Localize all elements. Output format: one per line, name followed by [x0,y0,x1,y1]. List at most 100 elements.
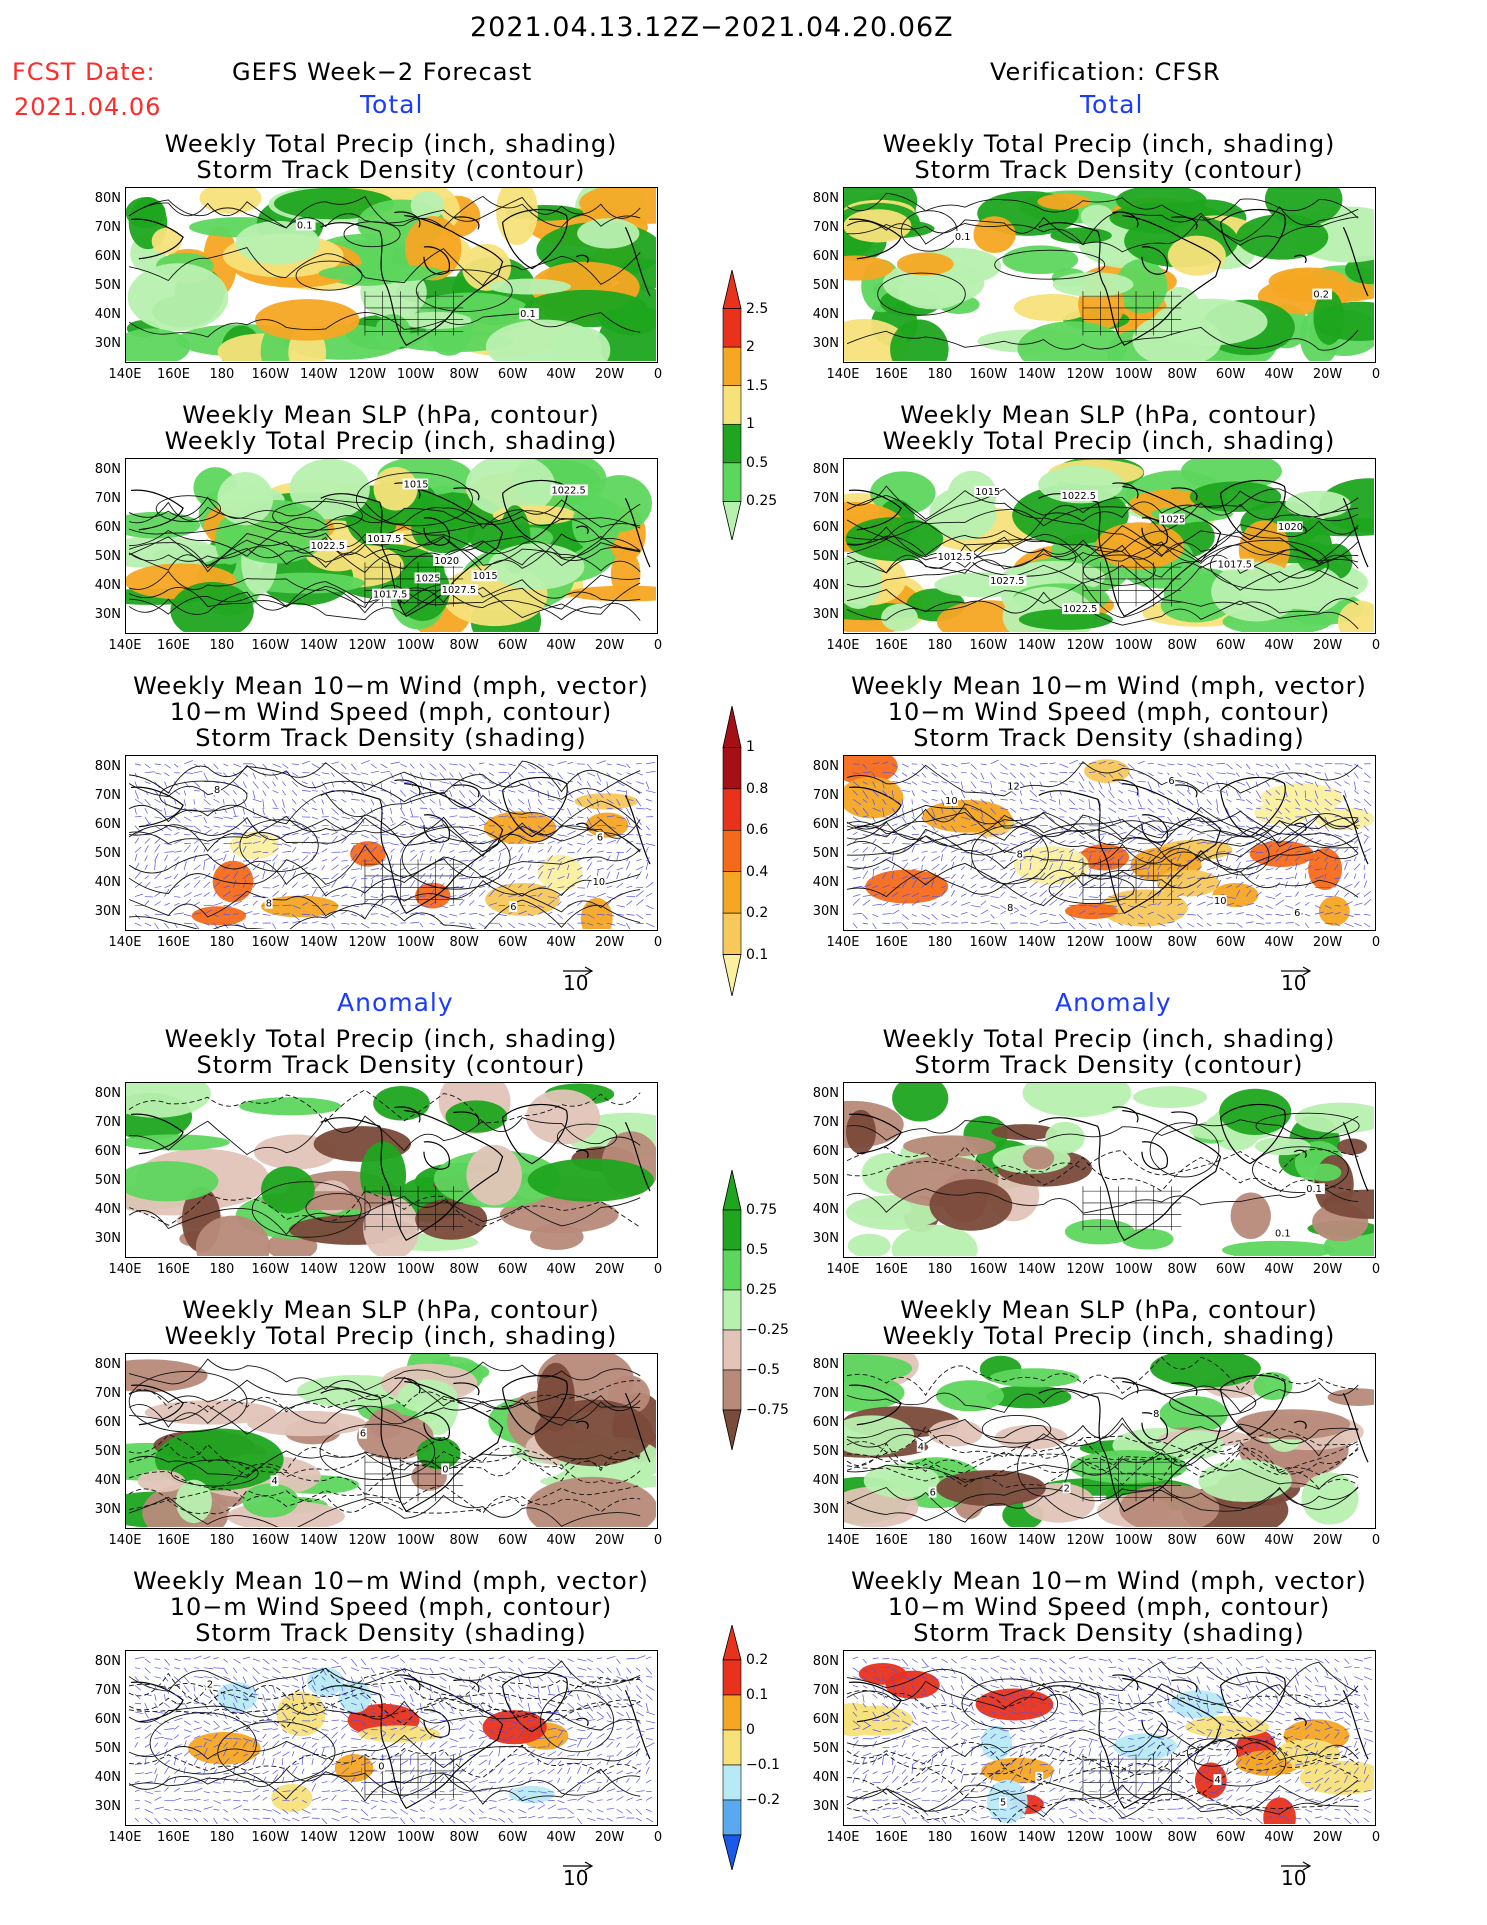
lon-tick-label: 180 [209,367,235,382]
lon-tick-label: 40W [546,367,576,382]
precip-total-colorbar [722,269,742,544]
contour-label: 12 [1007,781,1020,792]
lon-tick-label: 80W [449,1262,479,1277]
contour-label: 1027.5 [990,576,1024,587]
contour-label: 8 [1017,850,1023,861]
lon-tick-label: 0 [1371,1533,1381,1548]
lon-tick-label: 140E [826,935,860,950]
lon-tick-label: 140E [108,1533,142,1548]
lat-tick-label: 30N [812,336,839,351]
panel-title-line: Weekly Total Precip (inch, shading) [164,427,618,455]
storm-anom-colorbar [722,1624,742,1874]
lon-tick-label: 140W [1017,935,1056,950]
lon-tick-label: 160W [969,935,1008,950]
contour-label: 1027.5 [442,585,476,596]
lon-tick-label: 120W [348,367,387,382]
panel-title-line: Storm Track Density (contour) [196,156,586,184]
panel-title-line: Weekly Mean SLP (hPa, contour) [900,1296,1318,1324]
panel-title-line: Weekly Mean SLP (hPa, contour) [900,401,1318,429]
reference-vector-label: 10 [563,1866,589,1890]
contour-label: 2 [1064,1483,1070,1494]
lon-tick-label: 60W [1215,1262,1246,1277]
lat-tick-label: 70N [812,491,839,506]
lat-tick-label: 30N [94,607,121,622]
lon-tick-label: 20W [594,935,625,950]
contour-label: 8 [214,785,220,796]
panel-title-line: Storm Track Density (contour) [914,1051,1304,1079]
lat-tick-label: 50N [94,1741,121,1756]
lon-tick-label: 140E [826,1533,860,1548]
lon-tick-label: 140W [1017,638,1056,653]
fcst-date-label: FCST Date: [12,58,156,86]
lat-tick-label: 70N [94,220,121,235]
lon-tick-label: 80W [449,1830,479,1845]
precip-anom-colorbar [722,1169,742,1454]
lon-tick-label: 40W [1264,1830,1294,1845]
lat-tick-label: 30N [812,1502,839,1517]
panel-title-line: Storm Track Density (contour) [914,156,1304,184]
lat-tick-label: 60N [812,1712,839,1727]
lat-tick-label: 80N [812,1654,839,1669]
colorbar-tick-label: 0.6 [746,822,769,839]
lat-tick-label: 80N [94,191,121,206]
lon-tick-label: 80W [449,367,479,382]
lat-tick-label: 70N [812,1386,839,1401]
lon-tick-label: 100W [396,367,435,382]
lat-tick-label: 30N [94,1231,121,1246]
lon-tick-label: 140W [299,935,338,950]
lon-tick-label: 160E [874,367,908,382]
lon-tick-label: 140W [1017,1830,1056,1845]
contour-label: 1015 [473,571,498,582]
contour-label: 0.1 [297,220,313,231]
contour-label: 6 [930,1488,936,1499]
lat-tick-label: 40N [94,1473,121,1488]
forecast-wind-total-map: 6 8 10 6 8 [125,755,658,931]
lat-tick-label: 50N [94,549,121,564]
lat-tick-label: 80N [94,759,121,774]
lon-tick-label: 160E [874,1830,908,1845]
panel-title-line: Weekly Mean SLP (hPa, contour) [182,1296,600,1324]
lon-tick-label: 120W [348,935,387,950]
lon-tick-label: 0 [653,1830,663,1845]
contour-label: 8 [266,899,272,910]
colorbar-tick-label: 0.75 [746,1202,778,1218]
lon-tick-label: 160E [156,1533,190,1548]
colorbar-tick-label: 0.5 [746,1242,769,1258]
lon-tick-label: 60W [497,638,528,653]
panel-title-line: Storm Track Density (shading) [195,724,587,752]
lon-tick-label: 120W [1066,367,1105,382]
lat-tick-label: 30N [94,904,121,919]
lon-tick-label: 0 [653,1533,663,1548]
contour-label: 0 [442,1464,448,1475]
reference-vector-label: 10 [1281,1866,1307,1890]
forecast-slp-anomaly-map: 4 6 0 [125,1353,658,1529]
contour-label: 4 [918,1442,924,1453]
contour-label: 6 [510,902,516,913]
lon-tick-label: 120W [348,1830,387,1845]
lon-tick-label: 60W [1215,367,1246,382]
lat-tick-label: 70N [812,1115,839,1130]
lat-tick-label: 30N [812,1799,839,1814]
contour-label: 1022.5 [551,485,585,496]
colorbar-tick-label: 0.1 [746,946,769,963]
contour-label: 1022.5 [1063,604,1097,615]
date-range-title: 2021.04.13.12Z−2021.04.20.06Z [470,12,954,43]
colorbar-tick-label: 2 [746,339,755,356]
panel-title-line: Storm Track Density (shading) [913,1619,1305,1647]
lat-tick-label: 40N [94,875,121,890]
panel-title-line: Weekly Total Precip (inch, shading) [164,1322,618,1350]
lat-tick-label: 40N [812,1770,839,1785]
lon-tick-label: 140E [108,367,142,382]
lon-tick-label: 160W [969,367,1008,382]
lon-tick-label: 180 [209,1830,235,1845]
colorbar-tick-label: 0.2 [746,905,769,922]
lat-tick-label: 60N [812,520,839,535]
reference-vector-arrow-icon [561,961,595,980]
lon-tick-label: 160E [156,1262,190,1277]
lon-tick-label: 140W [299,367,338,382]
lat-tick-label: 40N [94,1202,121,1217]
lon-tick-label: 140W [299,1533,338,1548]
lon-tick-label: 160E [156,638,190,653]
panel-title-line: Weekly Mean 10−m Wind (mph, vector) [851,1567,1367,1595]
contour-label: 10 [945,796,958,807]
